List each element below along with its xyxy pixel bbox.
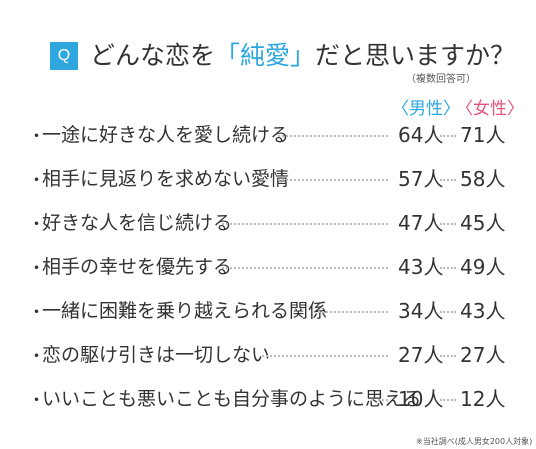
female-count: 49人	[460, 255, 506, 279]
column-header-female: 〈女性〉	[456, 99, 524, 119]
dotted-leader	[262, 355, 388, 357]
dotted-leader	[440, 267, 456, 269]
row-bullet: ・	[28, 303, 45, 323]
result-row: ・ いいことも悪いことも自分事のように思える 10人 12人	[0, 377, 536, 421]
female-count: 43人	[460, 299, 506, 323]
dotted-leader	[440, 355, 456, 357]
result-row: ・ 恋の駆け引きは一切しない 27人 27人	[0, 333, 536, 377]
male-count: 34人	[398, 299, 444, 323]
dotted-leader	[440, 311, 456, 313]
column-header-male: 〈男性〉	[392, 99, 460, 119]
female-count: 71人	[460, 123, 506, 147]
result-row: ・ 相手に見返りを求めない愛情 57人 58人	[0, 157, 536, 201]
dotted-leader	[440, 179, 456, 181]
multiple-answers-note: （複数回答可）	[406, 74, 476, 85]
row-label: 一途に好きな人を愛し続ける	[42, 124, 290, 146]
female-count: 45人	[460, 211, 506, 235]
row-bullet: ・	[28, 259, 45, 279]
result-row: ・ 相手の幸せを優先する 43人 49人	[0, 245, 536, 289]
question-badge: Q	[50, 42, 78, 70]
dotted-leader	[278, 135, 388, 137]
row-label: いいことも悪いことも自分事のように思える	[42, 388, 422, 410]
page-title: どんな恋を「純愛」だと思いますか？	[90, 38, 515, 74]
title-after: だと思いますか？	[315, 41, 516, 70]
male-count: 64人	[398, 123, 444, 147]
survey-footnote: ※当社調べ(成人男女200人対象)	[416, 437, 533, 446]
dotted-leader	[222, 267, 388, 269]
male-count: 57人	[398, 167, 444, 191]
male-count: 10人	[398, 387, 444, 411]
dotted-leader	[222, 223, 388, 225]
dotted-leader	[440, 399, 456, 401]
dotted-leader	[278, 179, 388, 181]
male-count: 43人	[398, 255, 444, 279]
row-bullet: ・	[28, 391, 45, 411]
dotted-leader	[440, 135, 456, 137]
dotted-leader	[318, 311, 388, 313]
row-label: 一緒に困難を乗り越えられる関係	[42, 300, 328, 322]
row-label: 好きな人を信じ続ける	[42, 212, 233, 234]
dotted-leader	[378, 399, 388, 401]
title-before: どんな恋を	[90, 41, 216, 70]
row-label: 恋の駆け引きは一切しない	[42, 344, 271, 366]
row-bullet: ・	[28, 215, 45, 235]
row-bullet: ・	[28, 171, 45, 191]
female-count: 27人	[460, 343, 506, 367]
male-count: 27人	[398, 343, 444, 367]
row-bullet: ・	[28, 127, 45, 147]
row-label: 相手に見返りを求めない愛情	[42, 168, 290, 190]
dotted-leader	[440, 223, 456, 225]
male-count: 47人	[398, 211, 444, 235]
female-count: 58人	[460, 167, 506, 191]
result-row: ・ 好きな人を信じ続ける 47人 45人	[0, 201, 536, 245]
result-row: ・ 一途に好きな人を愛し続ける 64人 71人	[0, 113, 536, 157]
title-highlight: 「純愛」	[215, 41, 316, 70]
female-count: 12人	[460, 387, 506, 411]
row-label: 相手の幸せを優先する	[42, 256, 233, 278]
result-row: ・ 一緒に困難を乗り越えられる関係 34人 43人	[0, 289, 536, 333]
row-bullet: ・	[28, 347, 45, 367]
